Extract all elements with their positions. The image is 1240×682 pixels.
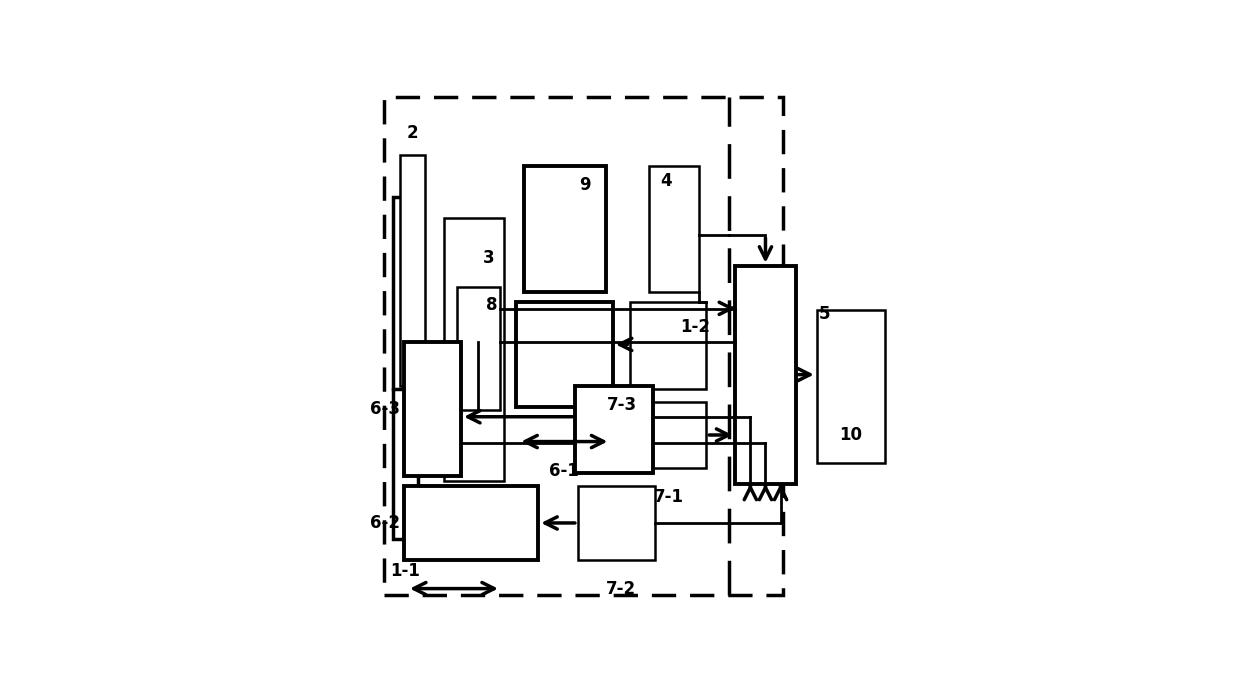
Bar <box>735 266 796 484</box>
Text: 8: 8 <box>486 296 497 314</box>
Bar <box>817 310 885 462</box>
Bar <box>525 166 605 292</box>
Text: 7-1: 7-1 <box>653 488 683 506</box>
Text: 4: 4 <box>660 172 672 190</box>
Text: 2: 2 <box>407 124 419 143</box>
Bar <box>404 486 538 560</box>
Bar <box>404 342 461 476</box>
Text: 7-2: 7-2 <box>605 580 636 597</box>
Text: 1-2: 1-2 <box>680 318 711 336</box>
Text: 3: 3 <box>484 249 495 267</box>
Bar <box>393 197 418 539</box>
Bar <box>401 155 425 387</box>
Bar <box>384 97 782 595</box>
Text: 6-1: 6-1 <box>549 462 579 479</box>
Text: 7-3: 7-3 <box>606 396 637 415</box>
Text: 10: 10 <box>839 426 862 444</box>
Bar <box>578 486 656 560</box>
Bar <box>516 302 613 407</box>
Bar <box>444 218 505 481</box>
Text: 5: 5 <box>818 305 831 323</box>
Bar <box>630 302 707 389</box>
Bar <box>575 387 652 473</box>
Bar <box>458 286 500 410</box>
Bar <box>649 166 698 292</box>
Text: 6-2: 6-2 <box>371 514 401 532</box>
Text: 1-1: 1-1 <box>391 563 420 580</box>
Bar <box>622 402 707 468</box>
Text: 6-3: 6-3 <box>371 400 401 418</box>
Text: 9: 9 <box>579 176 591 194</box>
